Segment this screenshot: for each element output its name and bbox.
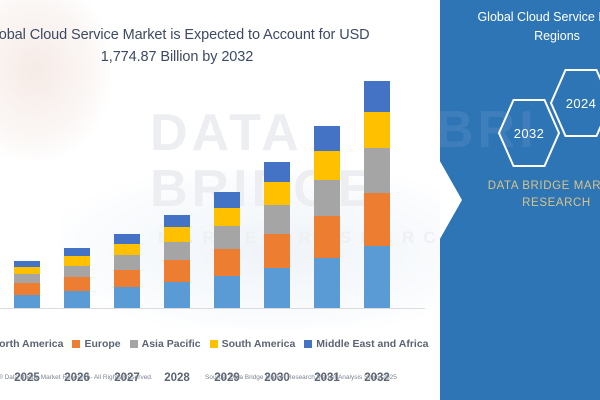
brand-name-line-2: RESEARCH <box>522 197 591 209</box>
brand-panel-title-line-2: Regions <box>534 29 580 43</box>
bar-segment <box>364 193 390 246</box>
footer-source: Source: Data Bridge Market Research Mark… <box>205 374 397 381</box>
chart-legend: North America Europe Asia Pacific South Ame… <box>0 338 444 350</box>
title-line-1: Global Cloud Service Market is Expected … <box>0 27 370 43</box>
x-tick-2027: 2027 <box>114 372 140 384</box>
legend-label: South America <box>221 338 296 350</box>
bar-segment <box>314 258 340 308</box>
bar-segment <box>364 246 390 308</box>
stacked-bar-chart: 2025 2026 2027 2028 2029 2030 2031 2032 <box>0 60 430 384</box>
bar-segment <box>14 273 40 284</box>
bar-segment <box>14 266 40 274</box>
legend-label: Asia Pacific <box>141 338 201 350</box>
hexagon-icon <box>550 69 600 137</box>
legend-label: Europe <box>84 338 121 350</box>
brand-panel-name: DATA BRIDGE MARKET RESEARCH <box>464 178 600 212</box>
bar-segment <box>264 181 290 205</box>
bar-segment <box>114 287 140 308</box>
bar-segment <box>214 275 240 308</box>
bar-2029 <box>214 192 240 308</box>
hexagon-badge-label: 2032 <box>513 125 545 141</box>
bar-segment <box>14 283 40 295</box>
bar-segment <box>264 233 290 268</box>
bar-2027 <box>114 233 140 308</box>
bar-segment <box>214 207 240 227</box>
hexagon-badge-2032: 2032 <box>498 98 560 168</box>
legend-label: North America <box>0 338 64 350</box>
bar-2031 <box>314 126 340 308</box>
bar-segment <box>164 241 190 261</box>
legend-swatch-icon <box>129 340 138 348</box>
plot-area <box>0 60 430 308</box>
x-tick-2031: 2031 <box>314 372 340 384</box>
bar-segment <box>264 162 290 182</box>
bar-segment <box>114 243 140 256</box>
legend-swatch-icon <box>304 340 313 348</box>
bar-segment <box>314 179 340 217</box>
bar-segment <box>164 215 190 228</box>
bar-segment <box>114 233 140 244</box>
bar-2025 <box>14 260 40 308</box>
footer: …tected ® Data Bridge Market Research- A… <box>0 374 470 388</box>
bar-2030 <box>264 162 290 308</box>
bar-segment <box>264 204 290 234</box>
bar-segment <box>164 227 190 242</box>
hexagon-badge-label: 2024 <box>565 95 597 111</box>
legend-item-2[interactable]: Asia Pacific <box>129 338 201 350</box>
x-axis-line <box>0 308 425 309</box>
bar-2032 <box>364 80 390 308</box>
legend-item-3[interactable]: South America <box>209 338 296 350</box>
x-tick-2029: 2029 <box>214 372 240 384</box>
title-line-2: 1,774.87 Billion by 2032 <box>100 49 254 65</box>
bar-segment <box>214 226 240 250</box>
x-tick-2028: 2028 <box>164 372 190 384</box>
bar-segment <box>264 267 290 308</box>
bar-segment <box>64 256 90 266</box>
bar-segment <box>214 192 240 208</box>
brand-name-line-1: DATA BRIDGE MARKET <box>487 180 600 192</box>
bar-segment <box>364 80 390 112</box>
brand-panel-title: Global Cloud Service Market Regions <box>462 8 600 46</box>
hexagon-icon <box>498 99 560 167</box>
bar-segment <box>114 269 140 288</box>
bar-segment <box>164 282 190 308</box>
x-tick-2026: 2026 <box>64 372 90 384</box>
bar-segment <box>64 291 90 308</box>
x-tick-2025: 2025 <box>14 372 40 384</box>
footer-copyright: …tected ® Data Bridge Market Research- A… <box>0 374 153 381</box>
brand-panel: BRI Global Cloud Service Market Regions … <box>440 0 600 400</box>
page-title: Global Cloud Service Market is Expected … <box>0 24 412 68</box>
bar-segment <box>64 248 90 257</box>
bar-segment <box>164 260 190 283</box>
legend-swatch-icon <box>209 340 218 348</box>
x-tick-2030: 2030 <box>264 372 290 384</box>
bar-segment <box>214 249 240 276</box>
bar-segment <box>64 265 90 278</box>
bar-segment <box>64 277 90 292</box>
bar-segment <box>314 150 340 180</box>
legend-item-4[interactable]: Middle East and Africa <box>304 338 429 350</box>
hexagon-badge-secondary: 2024 <box>550 68 600 138</box>
bar-segment <box>14 260 40 267</box>
bar-segment <box>314 126 340 151</box>
bar-2028 <box>164 215 190 308</box>
legend-swatch-icon <box>72 340 81 348</box>
chart-panel: DATA BRIDGE MARKET RESEARCH Global Cloud… <box>0 0 470 388</box>
x-tick-2032: 2032 <box>364 372 390 384</box>
bar-segment <box>14 294 40 308</box>
legend-item-1[interactable]: Europe <box>72 338 121 350</box>
bar-segment <box>364 147 390 194</box>
panel-wedge-shape <box>440 0 462 400</box>
brand-panel-title-line-1: Global Cloud Service Market <box>477 10 600 24</box>
bar-segment <box>364 111 390 148</box>
bar-2026 <box>64 248 90 308</box>
legend-label: Middle East and Africa <box>316 338 429 350</box>
legend-item-0[interactable]: North America <box>0 338 63 350</box>
bar-segment <box>314 216 340 259</box>
bar-segment <box>114 255 140 270</box>
x-axis-tick-labels: 2025 2026 2027 2028 2029 2030 2031 2032 <box>0 372 430 388</box>
